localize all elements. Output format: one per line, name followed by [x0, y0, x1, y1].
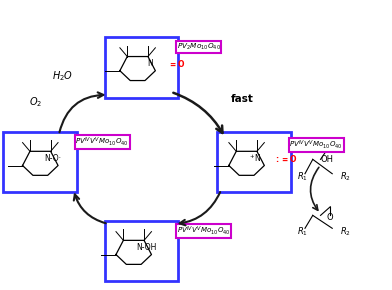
Text: $PV_2Mo_{10}O_{40}$: $PV_2Mo_{10}O_{40}$ [176, 42, 220, 52]
Text: $^+$N: $^+$N [248, 153, 262, 164]
Text: N-O·: N-O· [44, 154, 62, 163]
FancyBboxPatch shape [218, 132, 291, 192]
Text: $PV^{IV}V^VMo_{10}O_{40}$: $PV^{IV}V^VMo_{10}O_{40}$ [75, 136, 129, 148]
Text: $R_2$: $R_2$ [340, 225, 351, 238]
Text: fast: fast [231, 94, 254, 104]
Text: N: N [147, 59, 153, 68]
Text: O: O [327, 213, 333, 222]
Text: $PV^{IV}V^VMo_{10}O_{40}$: $PV^{IV}V^VMo_{10}O_{40}$ [176, 225, 230, 238]
Text: N-OH: N-OH [136, 243, 156, 252]
FancyBboxPatch shape [105, 221, 178, 281]
Text: $\mathbf{:=O}$: $\mathbf{:=O}$ [274, 153, 298, 164]
Text: $R_2$: $R_2$ [340, 171, 351, 183]
Text: OH: OH [321, 155, 334, 164]
Text: $PV^{IV}V^VMo_{10}O_{40}$: $PV^{IV}V^VMo_{10}O_{40}$ [289, 139, 343, 151]
Text: $O_2$: $O_2$ [29, 95, 42, 108]
Text: $R_1$: $R_1$ [297, 225, 308, 238]
Text: $R_1$: $R_1$ [297, 171, 308, 183]
Text: $H_2O$: $H_2O$ [52, 69, 73, 83]
FancyBboxPatch shape [4, 132, 77, 192]
Text: $\mathbf{=O}$: $\mathbf{=O}$ [168, 58, 185, 69]
FancyBboxPatch shape [105, 37, 178, 98]
